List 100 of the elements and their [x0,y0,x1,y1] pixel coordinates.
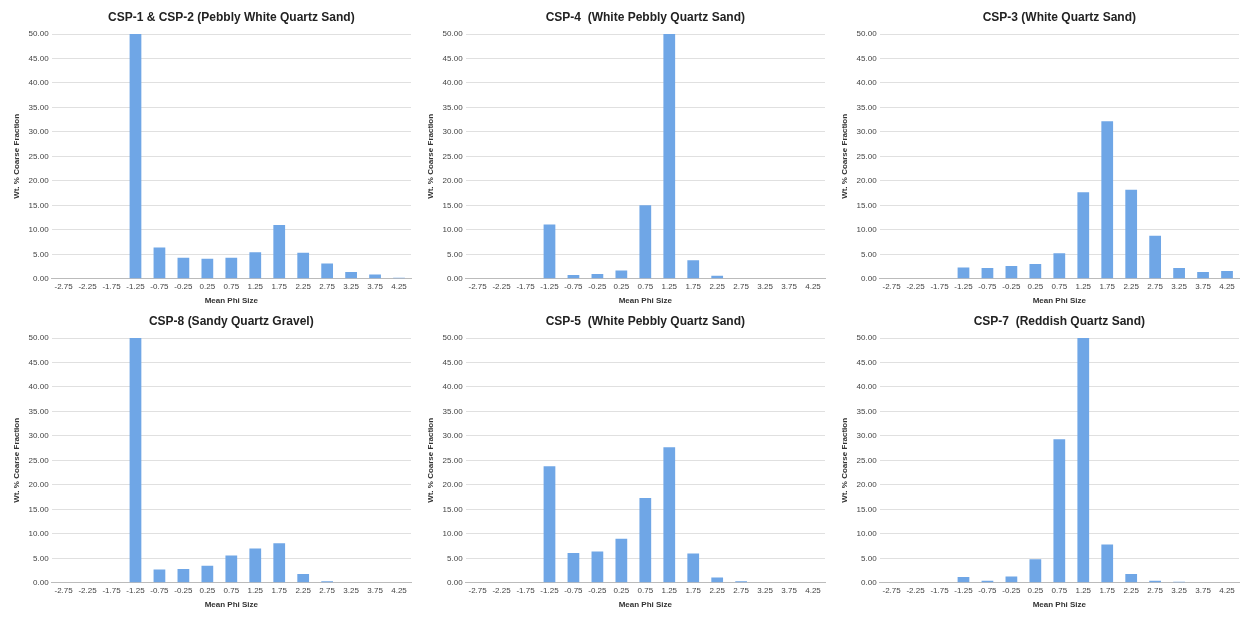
bar [687,553,700,583]
y-axis-title: Wt. % Coarse Fraction [12,417,21,503]
y-tick-label: 15.00 [856,504,878,514]
bar [201,258,214,279]
y-tick-label: 35.00 [442,102,464,112]
x-tick-label: 3.75 [781,585,798,595]
x-tick-label: 4.25 [1219,281,1236,291]
x-tick-label: -2.25 [906,585,926,595]
y-tick-label: 5.00 [447,249,464,259]
bar [591,551,604,583]
y-tick-label: 15.00 [28,504,50,514]
bar [1077,338,1090,583]
bar [273,543,286,583]
y-axis-title: Wt. % Coarse Fraction [426,417,435,503]
bar [129,338,142,583]
bar [543,224,556,279]
x-tick-label: 1.75 [271,585,288,595]
x-tick-label: 4.25 [391,585,408,595]
bar [153,247,166,279]
x-tick-label: -0.25 [588,585,608,595]
x-tick-label: -1.75 [102,585,122,595]
x-tick-label: -2.25 [492,585,512,595]
x-axis-title: Mean Phi Size [1032,296,1087,306]
x-tick-label: 2.25 [295,281,312,291]
x-tick-label: 0.75 [1051,281,1068,291]
bar [1149,235,1162,279]
y-tick-label: 0.00 [33,274,50,283]
x-tick-label: -1.75 [930,585,950,595]
x-tick-label: 2.25 [709,281,726,291]
bar [1053,439,1066,583]
bar [1053,253,1066,279]
y-tick-label: 0.00 [33,578,50,587]
y-tick-label: 45.00 [856,357,878,367]
x-tick-label: 1.25 [661,281,678,291]
y-tick-label: 45.00 [28,357,50,367]
y-axis-title: Wt. % Coarse Fraction [12,113,21,199]
bar [567,552,580,583]
y-axis-title: Wt. % Coarse Fraction [426,113,435,199]
y-tick-label: 5.00 [861,553,878,563]
x-tick-label: 3.75 [1195,585,1212,595]
bar [711,577,724,583]
bar [615,270,628,279]
bar [225,257,238,279]
x-tick-label: -2.75 [54,281,74,291]
x-tick-label: 3.25 [757,281,774,291]
bar [297,252,310,279]
x-tick-label: -2.75 [54,585,74,595]
bar [177,257,190,279]
x-tick-label: 1.75 [685,281,702,291]
y-tick-label: 30.00 [28,431,50,441]
y-tick-label: 40.00 [442,78,464,88]
chart-title: CSP-5 (White Pebbly Quartz Sand) [545,314,745,329]
y-tick-label: 5.00 [33,553,50,563]
x-tick-label: 2.75 [733,585,750,595]
y-tick-label: 0.00 [861,578,878,587]
y-tick-label: 40.00 [856,78,878,88]
bar [1125,189,1138,279]
x-tick-label: 1.25 [1075,281,1092,291]
y-tick-label: 25.00 [28,151,50,161]
x-tick-label: 2.25 [1123,585,1140,595]
bar [615,538,628,583]
x-tick-label: -0.25 [174,585,194,595]
x-tick-label: 0.75 [223,281,240,291]
bar [1197,271,1209,279]
y-tick-label: 5.00 [861,249,878,259]
y-tick-label: 15.00 [442,504,464,514]
x-tick-label: 1.75 [1099,585,1116,595]
y-tick-label: 50.00 [856,29,878,39]
bar [297,573,310,583]
bar [1221,270,1233,279]
y-tick-label: 10.00 [856,529,878,539]
bar [639,498,652,583]
y-tick-label: 50.00 [442,29,464,39]
x-tick-label: 3.25 [343,281,360,291]
x-tick-label: 3.75 [781,281,798,291]
x-tick-label: 1.75 [1099,281,1116,291]
y-tick-label: 45.00 [28,53,50,63]
y-tick-label: 50.00 [28,333,50,343]
x-tick-label: -0.75 [978,281,998,291]
x-tick-label: 0.75 [637,585,654,595]
y-tick-label: 5.00 [33,249,50,259]
bar [201,565,214,583]
y-tick-label: 35.00 [28,102,50,112]
x-tick-label: 3.25 [343,585,360,595]
x-tick-label: -1.25 [954,281,974,291]
x-tick-label: -2.25 [78,585,98,595]
x-tick-label: 2.75 [733,281,750,291]
y-tick-label: 15.00 [442,200,464,210]
x-tick-label: -0.75 [564,281,584,291]
x-tick-label: 1.75 [685,585,702,595]
bar [1101,121,1114,279]
x-tick-label: -2.25 [492,281,512,291]
x-tick-label: -0.25 [1002,585,1022,595]
y-tick-label: 30.00 [442,431,464,441]
x-tick-label: -0.25 [174,281,194,291]
x-tick-label: 2.75 [319,585,336,595]
x-tick-label: 2.75 [319,281,336,291]
y-tick-label: 35.00 [856,102,878,112]
x-tick-label: -0.75 [564,585,584,595]
y-tick-label: 5.00 [447,553,464,563]
